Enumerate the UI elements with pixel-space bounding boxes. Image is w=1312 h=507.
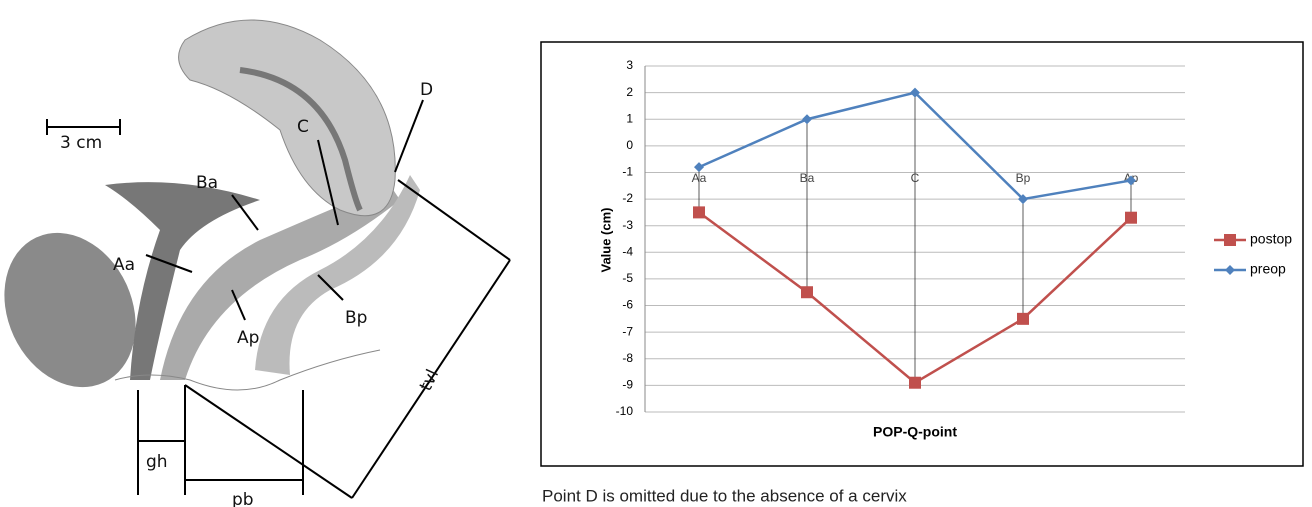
y-tick-label: -1 [622,165,633,179]
y-tick-label: -8 [622,351,633,365]
y-tick-label: -3 [622,218,633,232]
rectum-shape [255,175,420,375]
y-tick-label: -4 [622,244,633,258]
point-label: Bp [345,308,367,328]
vagina-shape [160,185,400,380]
anatomy-diagram: 3 cm Ba C D Aa Ap Bp tvl gh pb [4,19,511,507]
chart-frame [540,41,1304,467]
legend-label: preop [1250,261,1286,277]
y-tick-label: 3 [626,58,633,72]
tvl-label: tvl [416,366,443,394]
legend-marker [1225,265,1235,275]
marker [909,376,921,389]
marker [694,162,704,173]
marker [1125,211,1137,224]
marker [1018,194,1028,205]
y-axis-label: Value (cm) [598,207,613,272]
y-tick-label: -10 [616,404,634,418]
legend-label: postop [1250,231,1292,247]
x-tick-label: Bp [1016,171,1031,185]
shape [239,67,363,212]
pb-label: pb [232,490,254,507]
y-tick-label: 2 [626,85,633,99]
point-label: Ba [196,173,218,193]
marker [1017,312,1029,325]
marker [1126,175,1136,186]
bladder-shape [4,232,136,388]
uterus-shape [178,19,396,217]
y-tick-label: -7 [622,324,633,338]
marker [802,114,812,125]
shape [105,182,260,380]
x-axis-label: POP-Q-point [873,424,957,440]
scale-label: 3 cm [60,133,102,153]
diagram-lines [46,99,511,499]
marker [801,286,813,299]
chart: POP-Q-point Value (cm) Point D is omitte… [540,41,1304,505]
y-tick-label: 1 [626,111,633,125]
point-label: D [420,80,433,100]
y-tick-label: -6 [622,298,633,312]
point-label: C [297,117,309,137]
gh-label: gh [146,452,168,472]
y-tick-label: 0 [626,138,633,152]
point-label: Aa [113,255,135,275]
legend-marker [1224,234,1236,246]
y-tick-label: -9 [622,378,633,392]
y-tick-label: -5 [622,271,633,285]
caption: Point D is omitted due to the absence of… [542,486,907,505]
marker [910,87,920,98]
shape [114,349,381,391]
point-label: Ap [237,328,259,348]
marker [693,206,705,219]
y-tick-label: -2 [622,191,633,205]
